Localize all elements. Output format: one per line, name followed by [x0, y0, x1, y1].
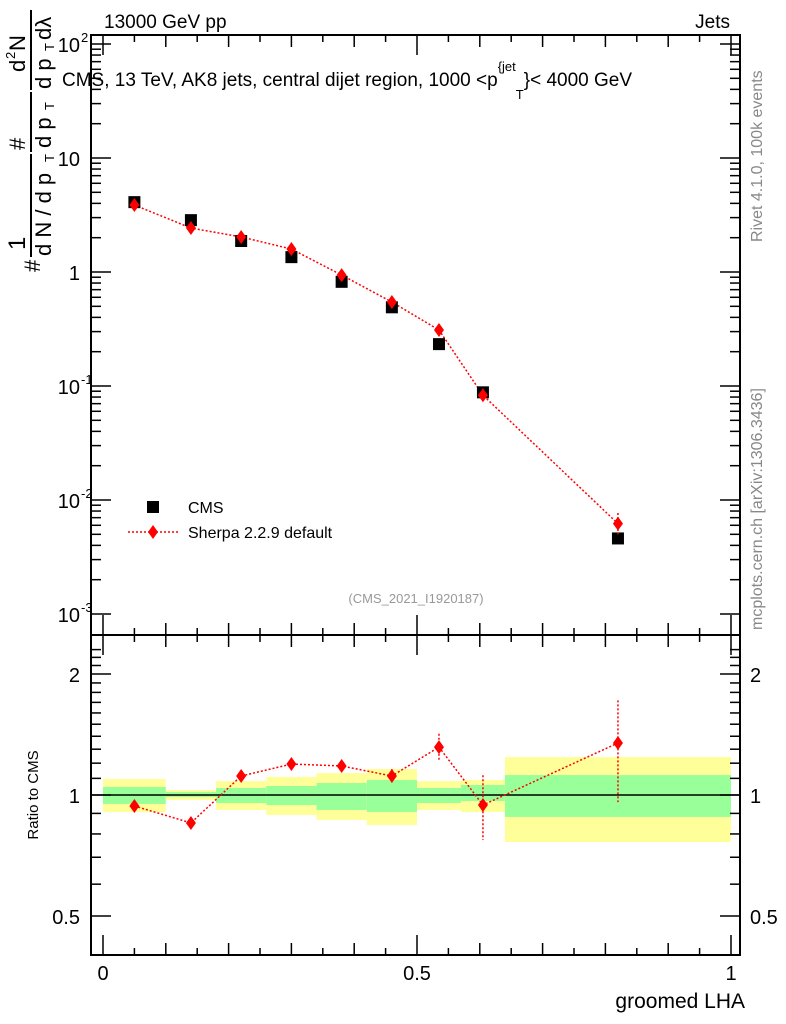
- x-tick-label: 0.5: [403, 963, 431, 985]
- cms-point: [184, 214, 197, 227]
- ratio-point: [336, 758, 347, 773]
- plot-title: CMS, 13 TeV, AK8 jets, central dijet reg…: [62, 59, 632, 102]
- legend-mc-marker: [148, 525, 158, 539]
- y-tick-label: 10: [58, 149, 80, 171]
- y-tick-exponent: -2: [81, 486, 93, 501]
- watermark: (CMS_2021_I1920187): [348, 591, 483, 606]
- header-right: Jets: [695, 12, 730, 33]
- band-stat: [316, 783, 367, 810]
- mc-point: [477, 388, 488, 403]
- ratio-point: [386, 768, 397, 783]
- legend-cms-label: CMS: [188, 500, 224, 517]
- y-tick-exponent: 2: [81, 30, 88, 45]
- ratio-y-tick-label-right: 0.5: [750, 907, 778, 929]
- y-tick-exponent: -1: [81, 372, 93, 387]
- ratio-point: [129, 798, 140, 813]
- x-tick-label: 1: [725, 963, 736, 985]
- band-stat: [366, 779, 417, 813]
- y-label-one: 1: [4, 237, 31, 250]
- title-sub: T: [516, 87, 524, 102]
- y-label-subscript-1: T: [42, 154, 57, 162]
- side-label-rivet: Rivet 4.1.0, 100k events: [749, 70, 766, 242]
- y-tick-label: 10: [58, 605, 80, 627]
- ratio-point: [433, 740, 444, 755]
- mc-point: [286, 242, 297, 257]
- mc-line: [134, 204, 619, 525]
- y-label-numerator-2: #: [5, 137, 30, 150]
- mc-point: [129, 198, 140, 213]
- y-tick-label: 10: [58, 491, 80, 513]
- ratio-point: [236, 768, 247, 783]
- mc-point: [185, 221, 196, 236]
- title-tail: }< 4000 GeV: [524, 70, 633, 91]
- title-main: CMS, 13 TeV, AK8 jets, central dijet reg…: [62, 70, 498, 91]
- y-tick-exponent: -3: [81, 600, 93, 615]
- y-label-subscript-3: T: [42, 43, 57, 51]
- y-label-numerator-n: N: [5, 35, 30, 51]
- legend-mc-label: Sherpa 2.2.9 default: [188, 525, 333, 542]
- y-label-hash: #: [20, 259, 45, 272]
- title-sup: {jet: [498, 59, 516, 74]
- ratio-point: [185, 815, 196, 830]
- y-tick-label: 10: [58, 35, 80, 57]
- ratio-y-tick-label-right: 1: [750, 786, 761, 808]
- mc-point: [612, 516, 623, 531]
- main-frame: [90, 34, 741, 636]
- ratio-y-tick-label: 2: [69, 665, 80, 687]
- y-label-superscript-2: 2: [3, 52, 18, 59]
- y-axis-label: # 1 d N / d p T # d p T d 2 N d p T dλ: [3, 10, 57, 272]
- mc-point: [433, 322, 444, 337]
- mc-point: [236, 229, 247, 244]
- mc-point: [336, 268, 347, 283]
- ratio-point: [286, 757, 297, 772]
- y-label-dlambda: dλ: [31, 17, 56, 40]
- cms-point: [432, 338, 445, 351]
- side-label-mcplots: mcplots.cern.ch [arXiv:1306.3436]: [749, 388, 766, 630]
- y-tick-label: 10: [58, 377, 80, 399]
- cms-point: [611, 532, 624, 545]
- legend-cms-marker: [147, 501, 159, 513]
- y-label-subscript-2: T: [42, 102, 57, 110]
- ratio-y-tick-label: 0.5: [52, 907, 80, 929]
- ratio-y-tick-label-right: 2: [750, 665, 761, 687]
- header-left: 13000 GeV pp: [104, 12, 227, 33]
- cms-point: [285, 251, 298, 264]
- y-label-numerator-d: d: [5, 60, 30, 72]
- legend: CMS Sherpa 2.2.9 default: [128, 500, 333, 542]
- y-label-denominator-3: d p: [31, 58, 56, 89]
- ratio-point: [612, 736, 623, 751]
- mc-point: [386, 295, 397, 310]
- ratio-y-tick-label: 1: [69, 786, 80, 808]
- y-label-denominator-2: d p: [31, 117, 56, 148]
- y-label-denominator-1: d N / d p: [31, 173, 56, 256]
- ratio-panel: 0 0.5 1 0.5 0.5 1 1 2 2: [52, 634, 778, 985]
- y-tick-label: 1: [69, 263, 80, 285]
- x-tick-label: 0: [97, 963, 108, 985]
- ratio-y-label: Ratio to CMS: [25, 750, 42, 839]
- x-axis-label: groomed LHA: [615, 990, 745, 1013]
- ratio-point: [477, 798, 488, 813]
